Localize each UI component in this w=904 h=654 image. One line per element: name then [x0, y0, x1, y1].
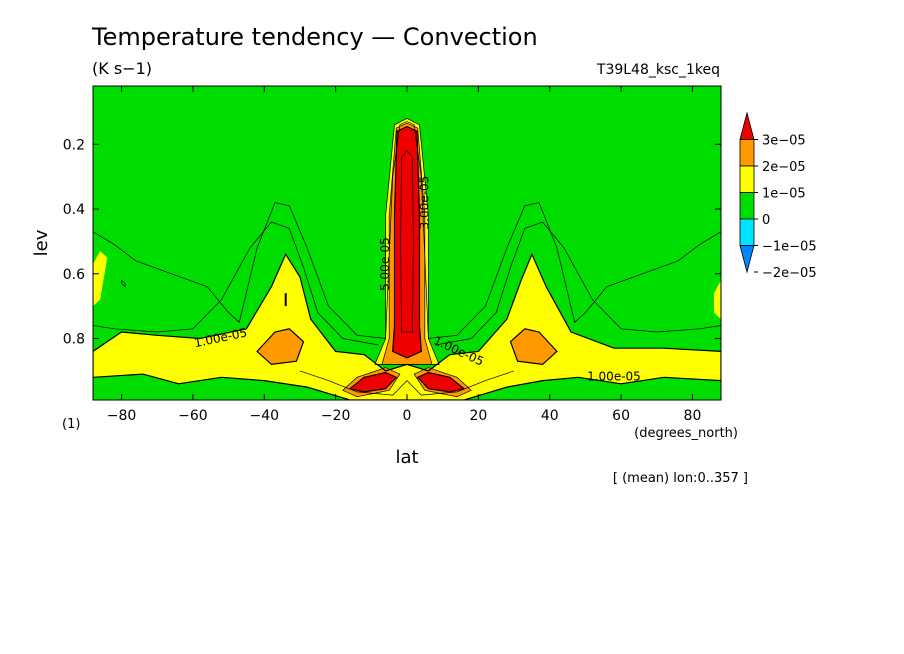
x-tick-label: 60	[612, 408, 630, 424]
x-tick-label: −40	[249, 408, 279, 424]
x-tick-label: 80	[684, 408, 702, 424]
contour-lowlevel-inner	[299, 370, 515, 396]
x-tick-label: 40	[541, 408, 559, 424]
experiment-label: T39L48_ksc_1keq	[596, 62, 720, 78]
contour-3e-05-column	[392, 125, 422, 359]
contour-1e-05-lowlevel	[93, 252, 721, 400]
colorbar-label: 2e−05	[762, 160, 806, 175]
x-tick-label: −20	[321, 408, 351, 424]
contour-2e-05-column	[381, 122, 433, 365]
contour-3e-05-lowlevel-south	[348, 371, 398, 393]
y-axis-label: lev	[31, 229, 52, 256]
contour-zero-upper	[93, 121, 721, 339]
colorbar-label: 3e−05	[762, 134, 806, 149]
band-yellow-highlat-north	[713, 280, 721, 320]
x-tick-label: 0	[403, 408, 412, 424]
y-tick-label: 0.2	[63, 137, 85, 153]
contour-inner-column	[400, 150, 414, 333]
x-axis: −80 −60 −40 −20 0 20 40 60 80	[107, 86, 702, 424]
colorbar-swatch	[739, 192, 755, 220]
contour-3e-05-lowlevel-north	[416, 371, 466, 393]
band-red-equatorial-column	[392, 126, 422, 358]
band-orange-subtropical-north	[510, 328, 557, 365]
plot-area: 1.00e-05 1.00e-051.00e-053.00e-055.00e-05	[93, 86, 721, 400]
contour-1e-05-column	[374, 118, 440, 365]
contour-label: 1.00e-05	[587, 370, 641, 384]
y-tick-label: 0.4	[63, 202, 85, 218]
contour-2e-05-lowlevel-south	[342, 367, 401, 398]
y-axis: 0.2 0.4 0.6 0.8	[63, 137, 721, 347]
colorbar-swatch	[739, 165, 755, 193]
colorbar-legend: 3e−05 2e−05 1e−05 0 −1e−05 −2e−05	[739, 111, 817, 281]
x-units-label: (degrees_north)	[634, 426, 738, 441]
y-tick-label: 0.6	[63, 267, 85, 283]
colorbar-swatch	[739, 245, 755, 274]
contour-2e-05-south	[256, 328, 305, 366]
averaging-note: [ (mean) lon:0..357 ]	[613, 471, 748, 486]
contour-2e-05-north	[509, 328, 558, 366]
colorbar-swatch	[739, 139, 755, 167]
y-tick-label: 0.8	[63, 331, 85, 347]
colorbar-label: 1e−05	[762, 187, 806, 202]
chart-title: Temperature tendency — Convection	[91, 23, 538, 51]
field-layer: 1.00e-05 1.00e-051.00e-053.00e-055.00e-05	[93, 118, 721, 400]
colorbar-swatch	[739, 218, 755, 246]
x-tick-label: 20	[469, 408, 487, 424]
band-yellow-lowlevel	[93, 254, 721, 400]
x-tick-label: −80	[107, 408, 137, 424]
colorbar-label: −2e−05	[762, 266, 817, 281]
y-units-label: (1)	[62, 417, 80, 432]
x-tick-label: −60	[178, 408, 208, 424]
units-label: (K s−1)	[92, 59, 152, 78]
contour-label: 3.00e-05	[417, 176, 431, 230]
colorbar-label: −1e−05	[762, 240, 817, 255]
band-red-lowlevel-north	[417, 372, 465, 392]
band-yellow-highlat-south	[93, 251, 108, 307]
contour-south-highlat-small	[121, 279, 126, 288]
contour-north-inner	[435, 221, 721, 346]
colorbar-label: 0	[762, 213, 770, 228]
contour-south-inner	[93, 221, 379, 346]
band-red-lowlevel-south	[349, 372, 397, 392]
band-orange-subtropical-south	[257, 328, 304, 365]
x-axis-label: lat	[395, 447, 418, 468]
contour-label: 5.00e-05	[378, 237, 392, 291]
contour-2e-05-lowlevel-north	[413, 367, 472, 398]
colorbar-swatch	[739, 111, 755, 140]
